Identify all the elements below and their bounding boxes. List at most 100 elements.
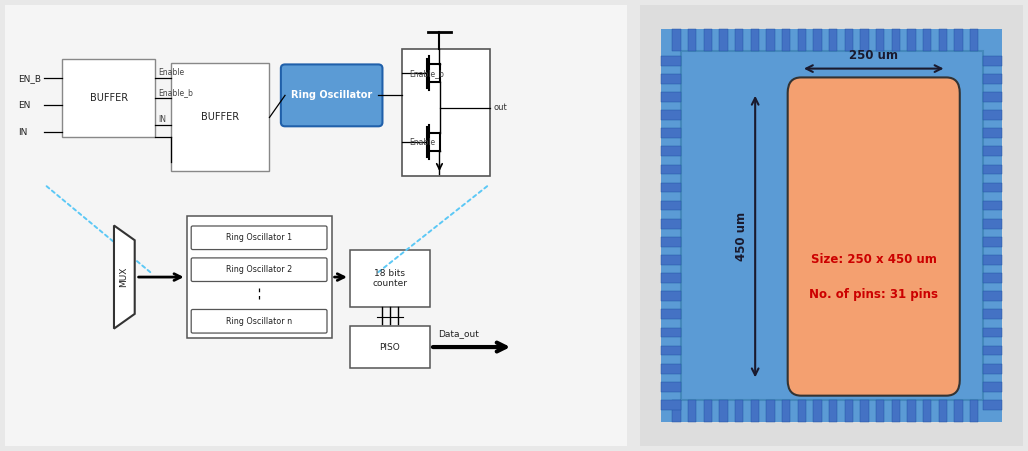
Text: Ring Oscillator: Ring Oscillator [291, 90, 372, 101]
Bar [983, 74, 1002, 83]
Bar [983, 110, 1002, 120]
Bar [891, 400, 901, 422]
Bar [350, 326, 430, 368]
FancyBboxPatch shape [281, 64, 382, 126]
Bar [983, 400, 1002, 410]
Bar [983, 309, 1002, 319]
FancyBboxPatch shape [191, 226, 327, 249]
Bar [688, 29, 696, 51]
Bar [661, 291, 681, 301]
Text: Enable: Enable [158, 68, 184, 77]
FancyBboxPatch shape [191, 258, 327, 281]
Bar [923, 29, 931, 51]
Bar [681, 51, 983, 400]
Bar [750, 400, 759, 422]
Text: Enable_b: Enable_b [409, 69, 444, 78]
Text: MUX: MUX [119, 267, 127, 287]
Bar [688, 400, 696, 422]
Bar [661, 110, 681, 120]
Bar [735, 29, 743, 51]
Bar [829, 400, 838, 422]
Bar [766, 29, 775, 51]
Text: 250 um: 250 um [849, 49, 898, 62]
Bar [983, 201, 1002, 211]
Bar [983, 219, 1002, 229]
Bar [954, 400, 963, 422]
Bar [908, 400, 916, 422]
Text: EN: EN [19, 101, 31, 110]
Bar [62, 59, 155, 137]
Bar [845, 29, 853, 51]
Bar [983, 183, 1002, 192]
Bar [186, 216, 332, 338]
Bar [661, 237, 681, 247]
Bar [350, 250, 430, 307]
Bar [402, 49, 489, 176]
Bar [983, 327, 1002, 337]
Bar [983, 364, 1002, 373]
Text: IN: IN [158, 115, 167, 124]
Bar [661, 92, 681, 102]
Bar [813, 29, 821, 51]
Bar [983, 92, 1002, 102]
Bar [798, 400, 806, 422]
Bar [860, 400, 869, 422]
Bar [735, 400, 743, 422]
Bar [970, 29, 979, 51]
Bar [983, 56, 1002, 65]
Bar [829, 29, 838, 51]
Bar [661, 273, 681, 283]
FancyBboxPatch shape [2, 2, 630, 449]
Bar [983, 237, 1002, 247]
Text: Enable: Enable [409, 138, 436, 147]
Bar [661, 201, 681, 211]
Bar [983, 291, 1002, 301]
Bar [661, 346, 681, 355]
Bar [661, 309, 681, 319]
Bar [939, 29, 947, 51]
Bar [782, 29, 791, 51]
Bar [661, 327, 681, 337]
Bar [720, 29, 728, 51]
Bar [766, 400, 775, 422]
Text: Ring Oscillator n: Ring Oscillator n [226, 317, 292, 326]
Bar [661, 382, 681, 391]
Bar [661, 219, 681, 229]
Bar [876, 29, 884, 51]
Text: BUFFER: BUFFER [201, 112, 240, 123]
Bar [672, 400, 681, 422]
Polygon shape [114, 226, 135, 329]
Bar [954, 29, 963, 51]
Bar [983, 147, 1002, 156]
FancyBboxPatch shape [787, 78, 960, 396]
Bar [661, 29, 1002, 422]
Text: out: out [493, 103, 508, 112]
Bar [983, 255, 1002, 265]
Text: 450 um: 450 um [735, 212, 748, 261]
Bar [720, 400, 728, 422]
Text: Size: 250 x 450 um: Size: 250 x 450 um [811, 253, 937, 266]
Bar [813, 400, 821, 422]
Bar [970, 400, 979, 422]
Text: Enable_b: Enable_b [158, 88, 193, 97]
Text: PISO: PISO [379, 343, 400, 351]
Text: EN_B: EN_B [19, 74, 41, 83]
Bar [983, 382, 1002, 391]
Bar [939, 400, 947, 422]
Text: BUFFER: BUFFER [89, 93, 127, 103]
Bar [908, 29, 916, 51]
Bar [672, 29, 681, 51]
Text: Data_out: Data_out [438, 329, 479, 338]
Bar [750, 29, 759, 51]
Text: 18 bits
counter: 18 bits counter [372, 269, 407, 288]
Bar [703, 400, 712, 422]
Bar [661, 255, 681, 265]
Bar [661, 56, 681, 65]
Bar [661, 400, 681, 410]
Bar [876, 400, 884, 422]
Text: Ring Oscillator 2: Ring Oscillator 2 [226, 265, 292, 274]
Bar [661, 183, 681, 192]
FancyBboxPatch shape [191, 309, 327, 333]
Bar [661, 165, 681, 174]
Bar [891, 29, 901, 51]
